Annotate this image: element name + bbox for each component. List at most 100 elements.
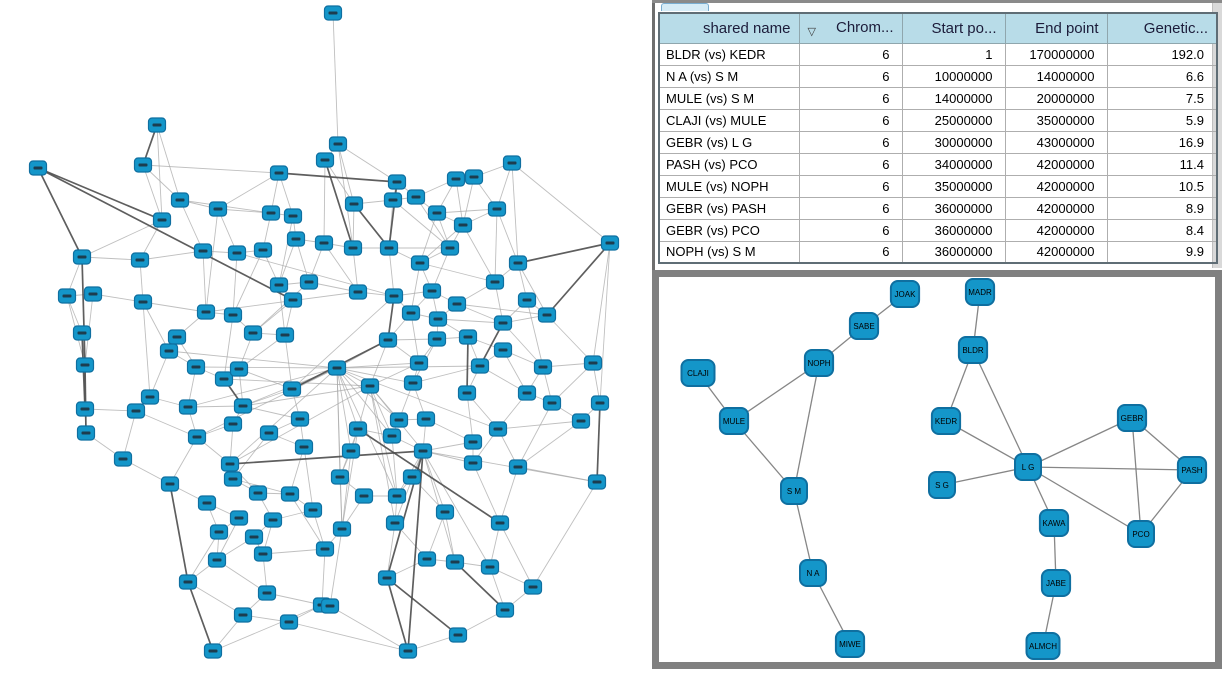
graph-node-13[interactable] [387, 174, 407, 190]
graph-node-21[interactable] [427, 205, 447, 221]
graph-node-121[interactable] [387, 488, 407, 504]
node-NOPH[interactable]: NOPH [803, 349, 835, 377]
graph-node-100[interactable] [470, 358, 490, 374]
cell-2-3[interactable]: 20000000 [1004, 86, 1108, 110]
graph-node-96[interactable] [427, 331, 447, 347]
table-row-2[interactable]: MULE (vs) S M 6 14000000 20000000 7.5 [658, 86, 1218, 110]
table-row-8[interactable]: GEBR (vs) PCO 6 36000000 42000000 8.4 [658, 218, 1218, 242]
graph-node-55[interactable] [243, 325, 263, 341]
cell-8-0[interactable]: GEBR (vs) PCO [658, 218, 800, 242]
cell-1-2[interactable]: 10000000 [901, 64, 1006, 88]
graph-node-124[interactable] [435, 504, 455, 520]
cell-9-4[interactable]: 9.9 [1106, 240, 1218, 264]
graph-node-136[interactable] [587, 474, 607, 490]
graph-node-126[interactable] [385, 515, 405, 531]
graph-node-43[interactable] [193, 243, 213, 259]
cell-0-2[interactable]: 1 [901, 42, 1006, 66]
node-GEBR[interactable]: GEBR [1116, 404, 1148, 432]
graph-node-48[interactable] [133, 294, 153, 310]
cell-1-3[interactable]: 14000000 [1004, 64, 1108, 88]
graph-node-36[interactable] [517, 292, 537, 308]
main-network-canvas[interactable] [0, 0, 652, 669]
graph-edge-GEBR-PCO[interactable] [1131, 417, 1142, 535]
graph-node-134[interactable] [448, 627, 468, 643]
graph-node-16[interactable] [406, 189, 426, 205]
graph-node-123[interactable] [330, 469, 350, 485]
table-row-6[interactable]: MULE (vs) NOPH 6 35000000 42000000 10.5 [658, 174, 1218, 198]
graph-edge-L G-S G[interactable] [941, 466, 1029, 486]
cell-8-1[interactable]: 6 [798, 218, 903, 242]
column-header-1[interactable]: ▽ Chrom... [798, 12, 903, 44]
graph-node-109[interactable] [571, 413, 591, 429]
graph-node-118[interactable] [463, 455, 483, 471]
table-row-4[interactable]: GEBR (vs) L G 6 30000000 43000000 16.9 [658, 130, 1218, 154]
cell-7-4[interactable]: 8.9 [1106, 196, 1218, 220]
cell-6-2[interactable]: 35000000 [901, 174, 1006, 198]
cell-4-0[interactable]: GEBR (vs) L G [658, 130, 800, 154]
graph-node-19[interactable] [502, 155, 522, 171]
graph-node-12[interactable] [315, 152, 335, 168]
graph-node-117[interactable] [341, 443, 361, 459]
graph-node-129[interactable] [445, 554, 465, 570]
graph-node-7[interactable] [152, 212, 172, 228]
table-row-0[interactable]: BLDR (vs) KEDR 6 1 170000000 192.0 [658, 42, 1218, 66]
cell-9-3[interactable]: 42000000 [1004, 240, 1108, 264]
node-N-A[interactable]: N A [799, 559, 827, 587]
graph-node-83[interactable] [263, 512, 283, 528]
graph-node-3[interactable] [133, 157, 153, 173]
graph-node-39[interactable] [428, 311, 448, 327]
graph-node-38[interactable] [493, 315, 513, 331]
graph-node-20[interactable] [487, 201, 507, 217]
graph-node-75[interactable] [220, 456, 240, 472]
cell-4-4[interactable]: 16.9 [1106, 130, 1218, 154]
graph-node-64[interactable] [75, 401, 95, 417]
cell-4-3[interactable]: 43000000 [1004, 130, 1108, 154]
graph-node-85[interactable] [209, 524, 229, 540]
cell-0-4[interactable]: 192.0 [1106, 42, 1218, 66]
graph-node-1[interactable] [147, 117, 167, 133]
node-S-G[interactable]: S G [928, 471, 956, 499]
cell-3-1[interactable]: 6 [798, 108, 903, 132]
graph-node-97[interactable] [458, 329, 478, 345]
cell-4-2[interactable]: 30000000 [901, 130, 1006, 154]
cell-7-1[interactable]: 6 [798, 196, 903, 220]
graph-node-71[interactable] [294, 439, 314, 455]
graph-node-65[interactable] [126, 403, 146, 419]
graph-node-52[interactable] [283, 292, 303, 308]
graph-node-102[interactable] [583, 355, 603, 371]
graph-node-86[interactable] [253, 546, 273, 562]
cell-3-3[interactable]: 35000000 [1004, 108, 1108, 132]
graph-node-59[interactable] [214, 371, 234, 387]
graph-node-76[interactable] [160, 476, 180, 492]
graph-node-128[interactable] [417, 551, 437, 567]
node-S-M[interactable]: S M [780, 477, 808, 505]
graph-node-69[interactable] [259, 425, 279, 441]
cell-6-3[interactable]: 42000000 [1004, 174, 1108, 198]
graph-node-90[interactable] [233, 607, 253, 623]
column-header-3[interactable]: End point [1004, 12, 1108, 44]
node-SABE[interactable]: SABE [848, 312, 880, 340]
graph-node-133[interactable] [495, 602, 515, 618]
graph-node-119[interactable] [508, 459, 528, 475]
cell-9-0[interactable]: NOPH (vs) S M [658, 240, 800, 264]
table-row-9[interactable]: NOPH (vs) S M 6 36000000 42000000 9.9 [658, 240, 1218, 264]
cell-5-4[interactable]: 11.4 [1106, 152, 1218, 176]
node-JABE[interactable]: JABE [1040, 569, 1072, 597]
node-MULE[interactable]: MULE [718, 407, 750, 435]
graph-node-58[interactable] [186, 359, 206, 375]
graph-node-23[interactable] [600, 235, 620, 251]
main-network-view[interactable] [0, 0, 652, 669]
cell-5-1[interactable]: 6 [798, 152, 903, 176]
graph-node-125[interactable] [490, 515, 510, 531]
graph-node-99[interactable] [409, 355, 429, 371]
graph-node-63[interactable] [140, 389, 160, 405]
graph-node-80[interactable] [280, 486, 300, 502]
graph-node-114[interactable] [488, 421, 508, 437]
table-row-3[interactable]: CLAJI (vs) MULE 6 25000000 35000000 5.9 [658, 108, 1218, 132]
graph-node-91[interactable] [279, 614, 299, 630]
graph-node-135[interactable] [398, 643, 418, 659]
graph-node-92[interactable] [203, 643, 223, 659]
cell-0-1[interactable]: 6 [798, 42, 903, 66]
graph-node-132[interactable] [523, 579, 543, 595]
graph-node-34[interactable] [422, 283, 442, 299]
